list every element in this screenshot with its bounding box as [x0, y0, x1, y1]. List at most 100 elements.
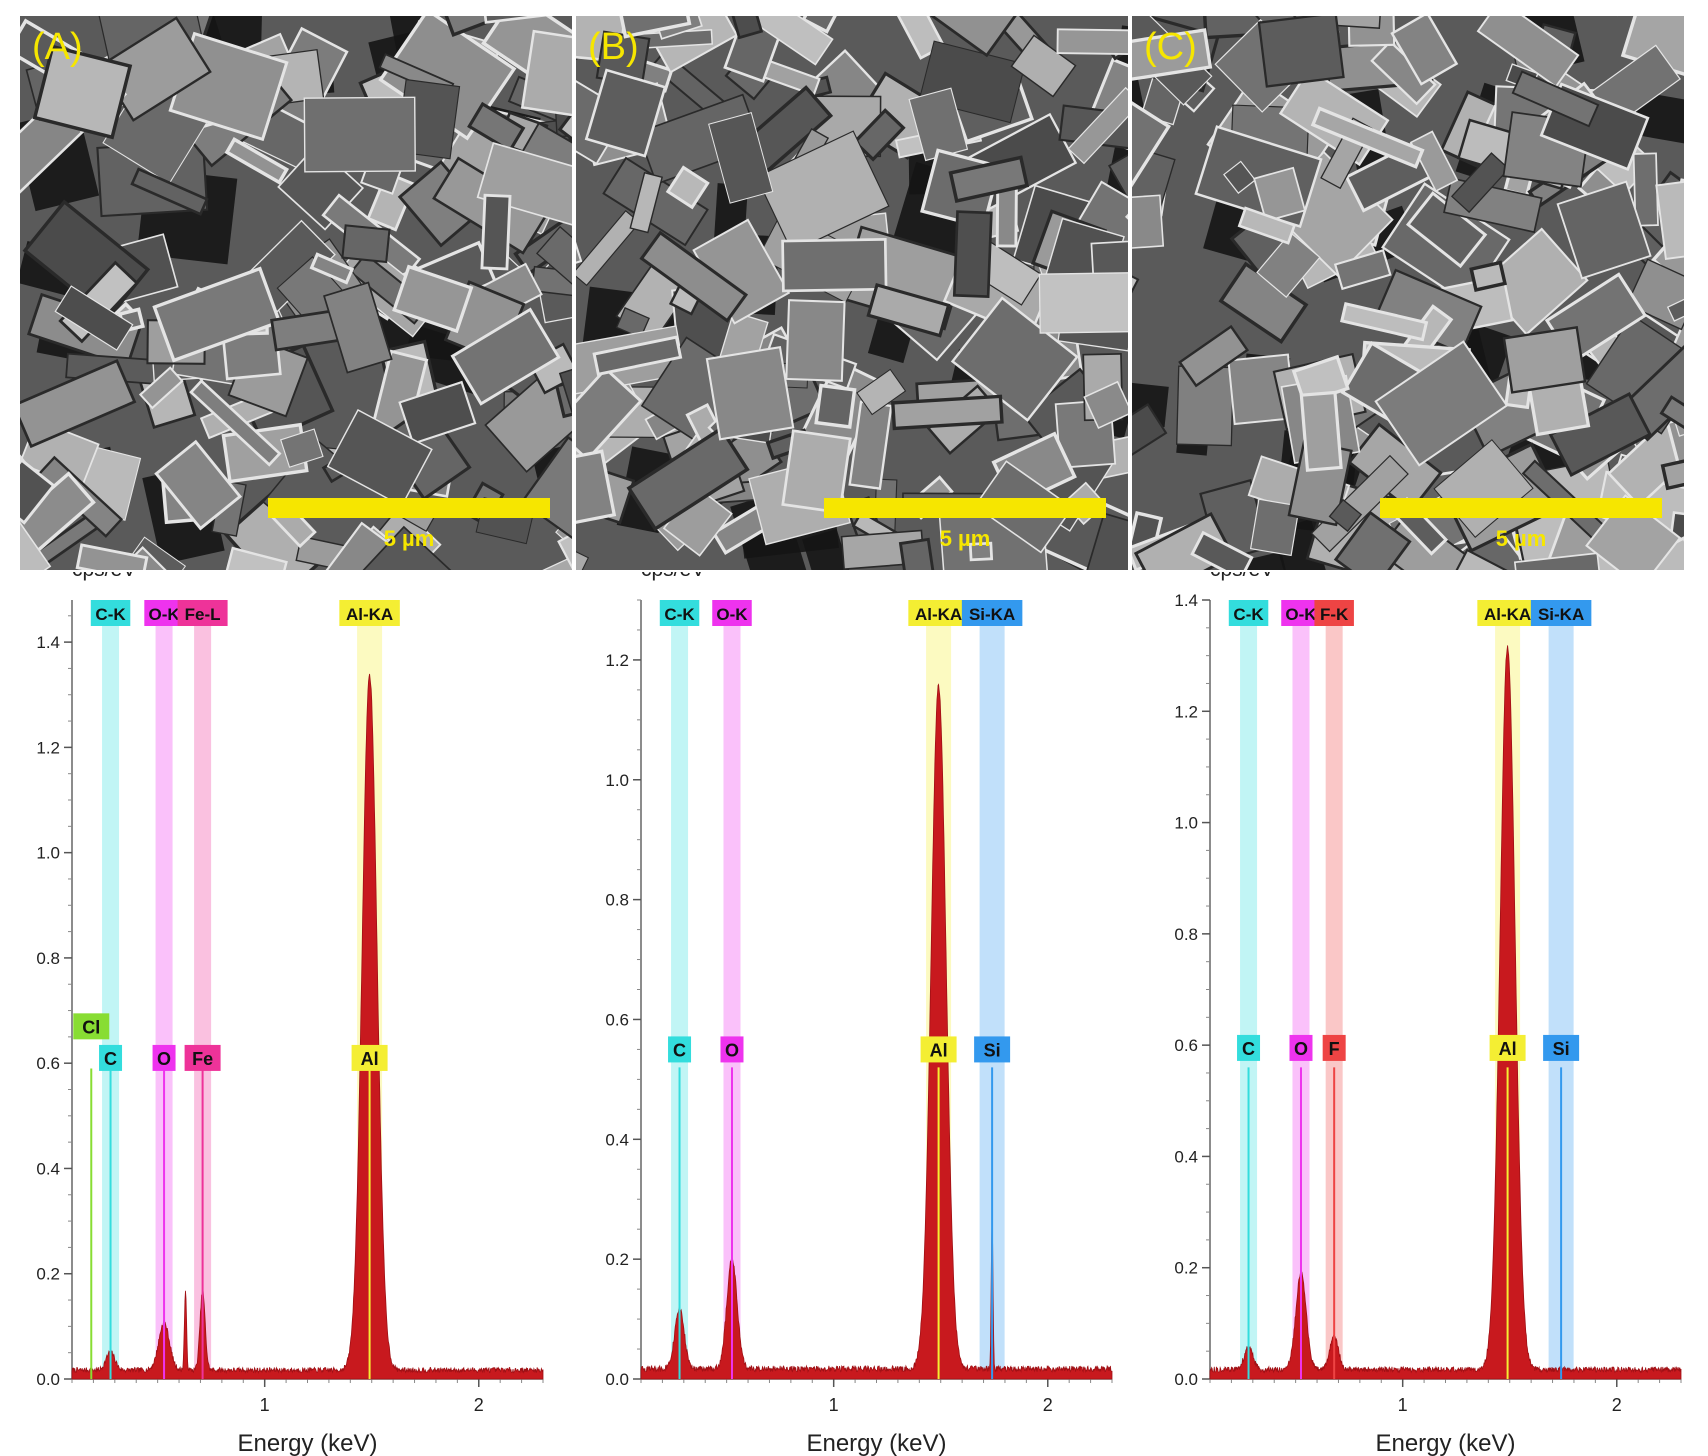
element-band	[1240, 600, 1258, 1379]
x-axis-label: Energy (keV)	[1375, 1430, 1515, 1456]
element-label-box	[1489, 1034, 1526, 1061]
spectrum-svg: cps/eV 0.0 0.2 0.4 0.6 0.8 1.0 1.2 1 2 Energy (keV…	[605, 572, 1113, 1456]
y-tick-label: 0.2	[605, 1250, 629, 1269]
panel-label: (C)	[1144, 26, 1197, 68]
band-label: C-K	[664, 605, 695, 624]
y-tick-label: 0.6	[1174, 1036, 1198, 1055]
band-label: O-K	[148, 605, 180, 624]
y-tick-label: 0.8	[36, 949, 60, 968]
element-label-box	[720, 1036, 744, 1063]
band-label: O-K	[716, 605, 748, 624]
x-tick-label: 1	[829, 1395, 839, 1415]
eds-spectrum-a: cps/eV 0.0 0.2 0.4 0.6 0.8 1.0 1.2 1.4 1 2 Energy (…	[0, 572, 569, 1456]
y-tick-label: 0.6	[605, 1010, 629, 1029]
element-label-box	[99, 1044, 123, 1071]
band-label: Al-KA	[1484, 605, 1531, 624]
element-label-box	[184, 1044, 221, 1071]
x-axis-label: Energy (keV)	[237, 1430, 377, 1456]
band-label-box	[1281, 600, 1321, 626]
x-tick-label: 2	[1612, 1395, 1622, 1415]
band-label: F-K	[1320, 605, 1349, 624]
y-tick-label: 0.0	[1174, 1370, 1198, 1389]
band-label-box	[1228, 600, 1269, 626]
element-label-box	[152, 1044, 176, 1071]
y-tick-label: 0.0	[605, 1370, 629, 1389]
y-tick-label: 0.0	[36, 1370, 60, 1389]
element-band	[671, 600, 689, 1379]
x-tick-label: 2	[474, 1395, 484, 1415]
element-label: O	[1294, 1039, 1308, 1059]
element-label: Al	[1499, 1039, 1517, 1059]
y-tick-label: 1.0	[1174, 814, 1198, 833]
y-tick-label: 0.8	[605, 891, 629, 910]
scale-text: 5 µm	[383, 526, 435, 551]
element-band	[1292, 600, 1310, 1379]
element-label: C	[673, 1040, 686, 1060]
sem-image-a: (A) 5 µm	[20, 16, 572, 570]
scale-text: 5 µm	[1495, 526, 1547, 551]
element-band	[194, 600, 212, 1379]
y-axis-label: cps/eV	[641, 572, 705, 581]
sem-image-b: (B) 5 µm	[576, 16, 1128, 570]
y-tick-label: 0.2	[36, 1265, 60, 1284]
y-tick-label: 0.6	[36, 1054, 60, 1073]
band-label: Al-KA	[346, 605, 393, 624]
element-label: Si	[984, 1040, 1001, 1060]
element-label-box	[351, 1044, 388, 1071]
panel-label: (B)	[588, 26, 639, 68]
element-label: Si	[1553, 1039, 1570, 1059]
element-band	[102, 600, 120, 1379]
element-label-box	[73, 1013, 110, 1040]
band-label-box	[908, 600, 969, 626]
element-label: Cl	[82, 1017, 100, 1037]
element-label-box	[1237, 1034, 1261, 1061]
y-tick-label: 1.2	[1174, 702, 1198, 721]
scale-bar	[268, 498, 550, 518]
band-label: C-K	[1233, 605, 1264, 624]
element-band	[155, 600, 173, 1379]
element-label: C	[104, 1049, 117, 1069]
band-label-box	[1314, 600, 1354, 626]
eds-spectrum-b: cps/eV 0.0 0.2 0.4 0.6 0.8 1.0 1.2 1 2 Energy (keV…	[569, 572, 1138, 1456]
element-label: Fe	[192, 1049, 213, 1069]
band-label-box	[1477, 600, 1538, 626]
scale-bar	[1380, 498, 1662, 518]
y-tick-label: 0.4	[36, 1159, 60, 1178]
sem-image-c: (C) 5 µm	[1132, 16, 1684, 570]
band-label-box	[177, 600, 228, 626]
element-band	[1325, 600, 1343, 1379]
element-label: C	[1242, 1039, 1255, 1059]
band-label-box	[659, 600, 700, 626]
element-label-box	[920, 1036, 957, 1063]
y-tick-label: 1.2	[605, 651, 629, 670]
element-label-box	[668, 1036, 692, 1063]
band-label-box	[144, 600, 184, 626]
y-axis-label: cps/eV	[72, 572, 136, 581]
y-tick-label: 1.4	[1174, 591, 1198, 610]
element-label: O	[725, 1040, 739, 1060]
panel-label: (A)	[32, 26, 83, 68]
band-label: C-K	[95, 605, 126, 624]
band-label-box	[1530, 600, 1592, 626]
scale-text: 5 µm	[939, 526, 991, 551]
sem-texture	[20, 16, 572, 570]
element-label-box	[974, 1036, 1011, 1063]
element-label-box	[1289, 1034, 1313, 1061]
y-tick-label: 1.4	[36, 633, 60, 652]
element-label-box	[1322, 1034, 1346, 1061]
band-label: Si-KA	[1538, 605, 1584, 624]
scale-bar	[824, 498, 1106, 518]
element-label-box	[1543, 1034, 1580, 1061]
element-label: Al	[361, 1049, 379, 1069]
element-band	[723, 600, 741, 1379]
band-label-box	[339, 600, 400, 626]
sem-texture	[576, 16, 1128, 570]
y-tick-label: 1.0	[36, 844, 60, 863]
element-label: Al	[930, 1040, 948, 1060]
y-tick-label: 0.4	[1174, 1147, 1198, 1166]
y-tick-label: 1.2	[36, 738, 60, 757]
y-tick-label: 0.2	[1174, 1259, 1198, 1278]
band-label: Fe-L	[185, 605, 221, 624]
y-axis-label: cps/eV	[1210, 572, 1274, 581]
spectrum-area	[1209, 645, 1682, 1380]
